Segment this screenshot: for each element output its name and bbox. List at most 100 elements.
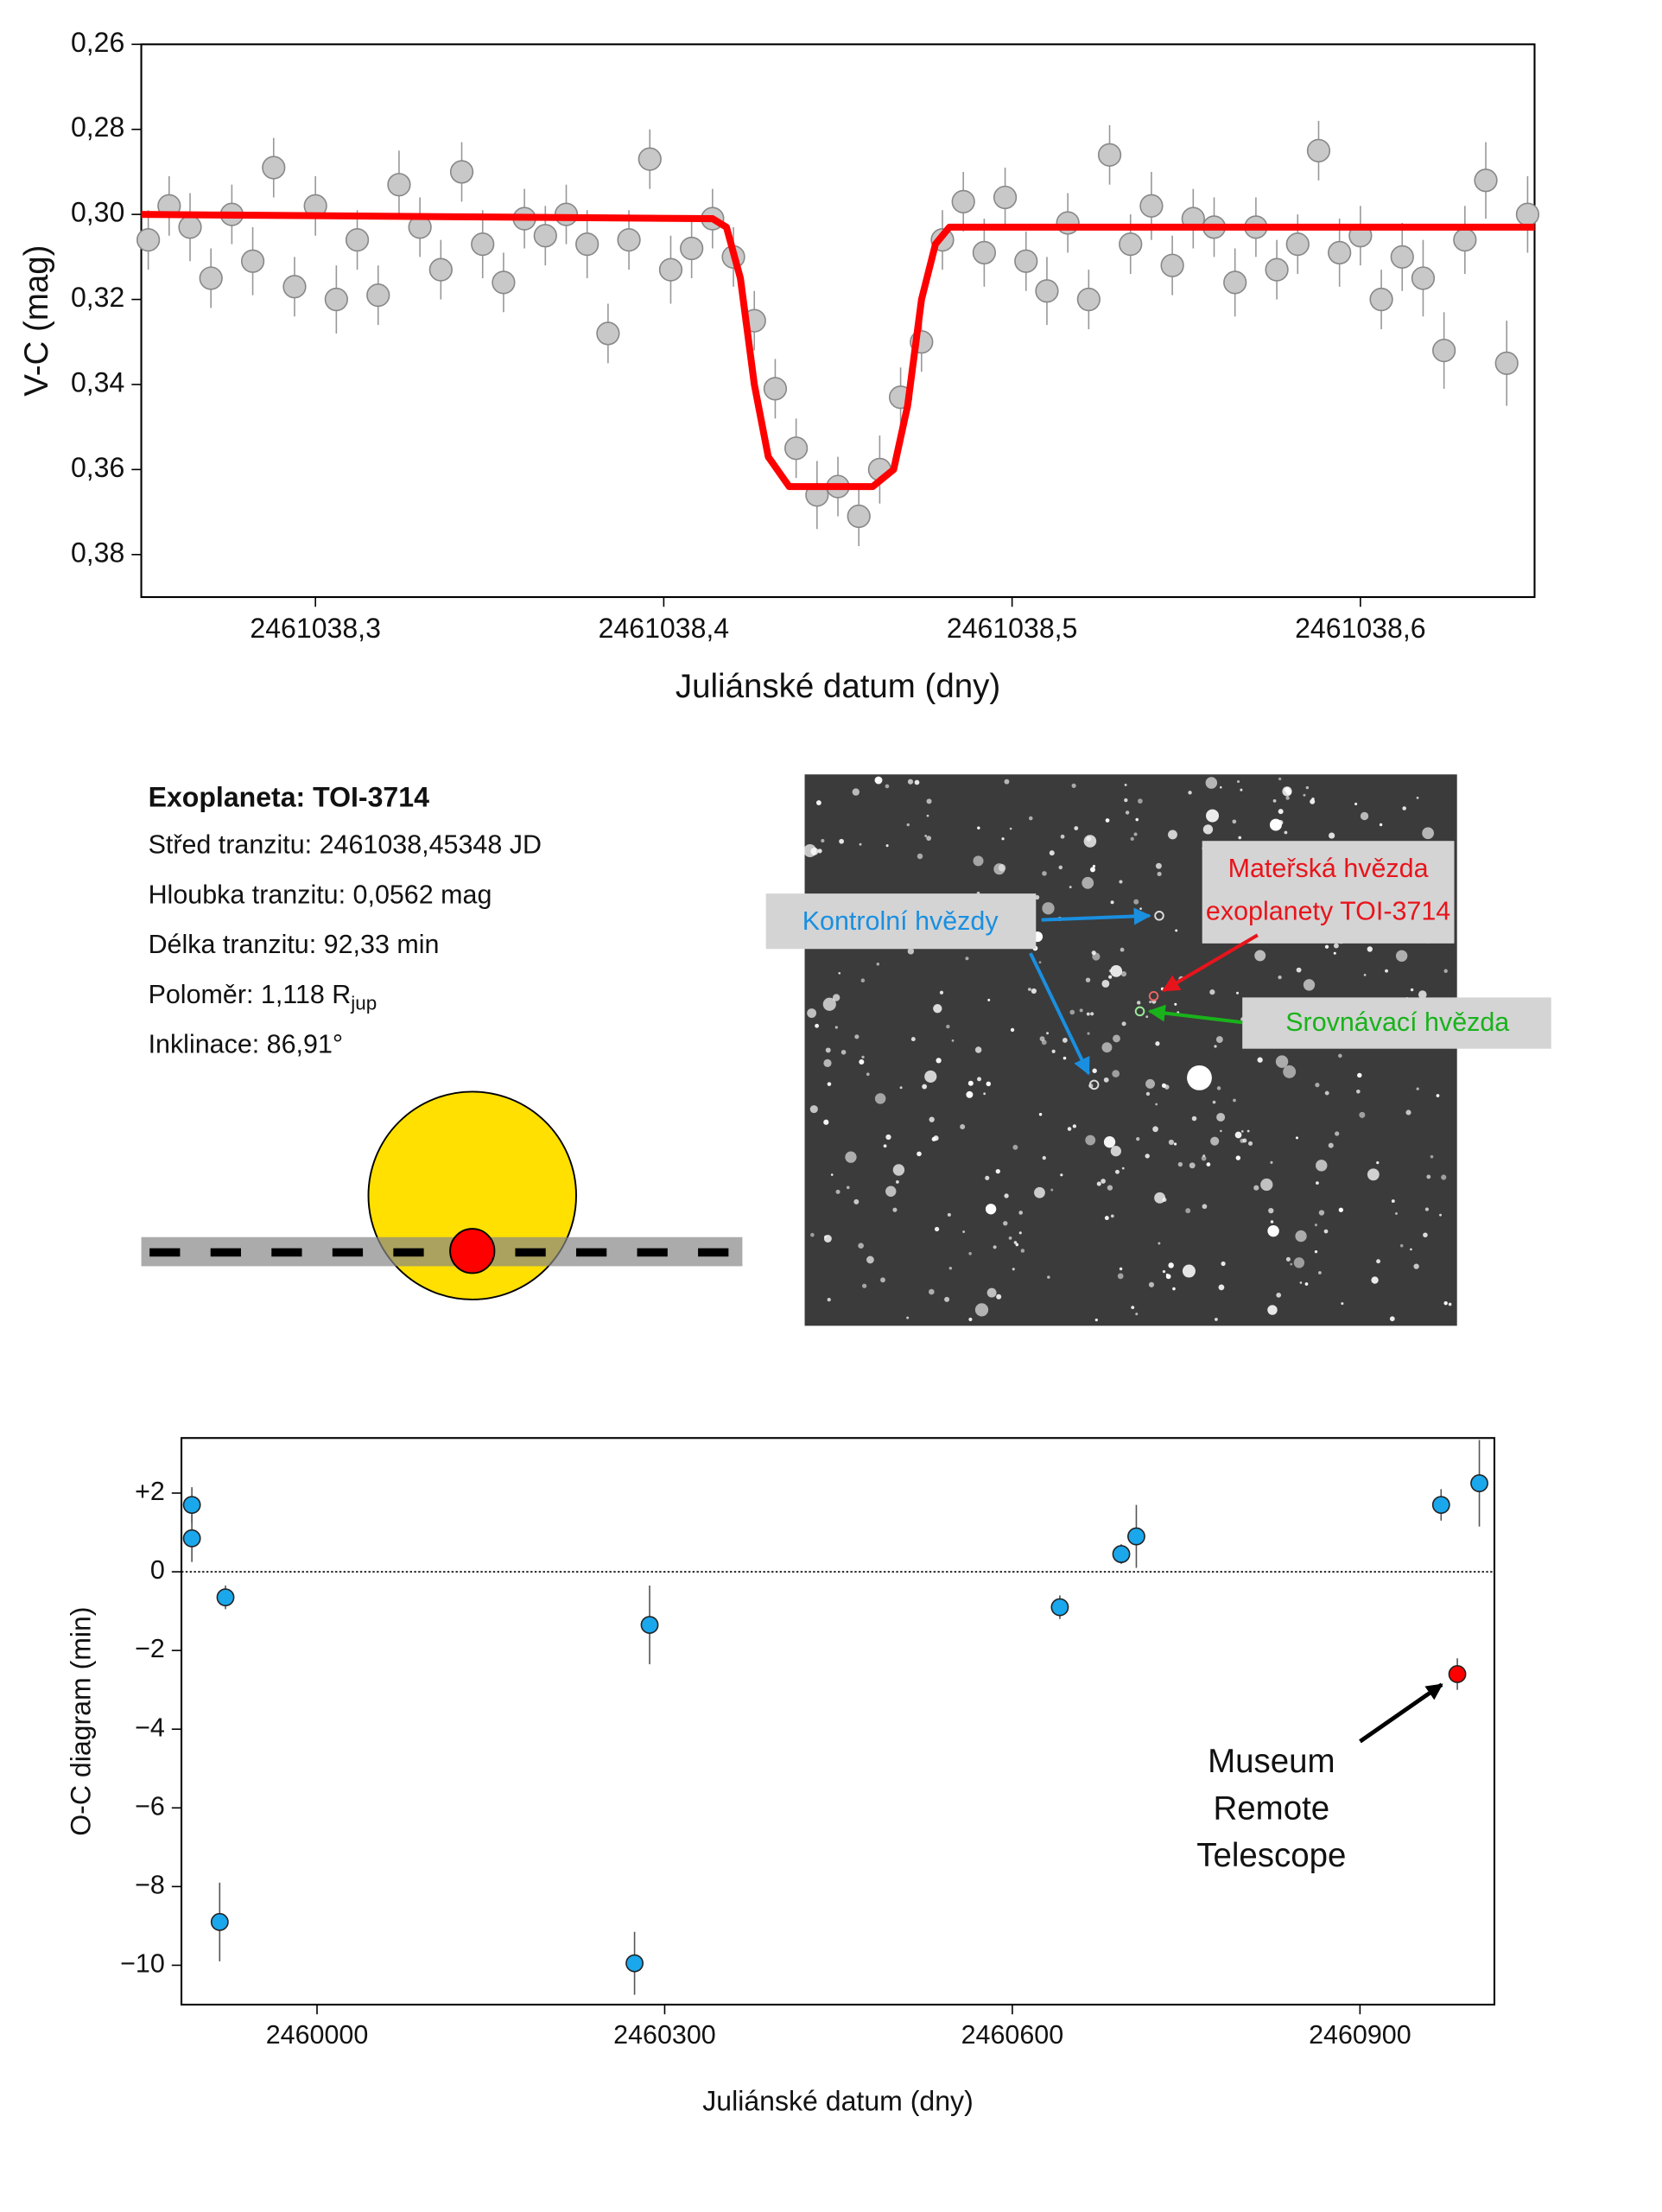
star bbox=[1278, 819, 1284, 825]
star bbox=[922, 1084, 928, 1090]
star bbox=[1216, 1086, 1221, 1090]
star bbox=[1329, 832, 1335, 839]
star bbox=[1034, 1186, 1045, 1198]
annotation: Remote bbox=[1214, 1790, 1330, 1827]
info-line: Inklinace: 86,91° bbox=[149, 1030, 344, 1059]
data-point bbox=[1127, 1527, 1145, 1546]
star bbox=[1074, 826, 1079, 830]
star bbox=[1015, 1243, 1019, 1247]
star bbox=[895, 1180, 899, 1184]
y-tick-label: 0,26 bbox=[71, 27, 124, 58]
data-point bbox=[993, 185, 1018, 210]
star bbox=[1145, 1154, 1150, 1159]
star bbox=[1215, 1318, 1218, 1321]
star bbox=[1260, 1178, 1273, 1192]
star bbox=[885, 1185, 897, 1197]
star bbox=[1254, 950, 1266, 962]
star bbox=[1085, 1135, 1096, 1146]
data-point bbox=[1050, 1598, 1069, 1617]
star bbox=[1424, 1207, 1429, 1211]
star bbox=[1133, 899, 1139, 905]
data-point bbox=[1160, 253, 1184, 277]
star bbox=[1092, 864, 1096, 868]
data-point bbox=[178, 215, 202, 239]
data-point bbox=[1014, 249, 1038, 273]
star bbox=[1218, 1284, 1225, 1291]
star bbox=[807, 1008, 817, 1018]
star bbox=[1275, 1055, 1289, 1068]
star bbox=[892, 1164, 905, 1176]
star bbox=[823, 1119, 829, 1125]
star bbox=[1145, 1091, 1151, 1096]
data-point bbox=[1139, 194, 1164, 218]
host-label: exoplanety TOI-3714 bbox=[1206, 897, 1450, 926]
data-point bbox=[1328, 240, 1352, 265]
y-tick-label: 0,34 bbox=[71, 366, 124, 397]
star bbox=[1110, 1214, 1114, 1218]
data-point bbox=[1448, 1665, 1467, 1683]
star bbox=[917, 1151, 922, 1157]
star bbox=[1010, 1027, 1015, 1033]
star bbox=[1212, 1100, 1216, 1104]
info-line: Hloubka tranzitu: 0,0562 mag bbox=[149, 880, 492, 909]
radius-sub: jup bbox=[350, 992, 377, 1014]
star bbox=[1168, 1139, 1175, 1146]
star bbox=[815, 1023, 820, 1028]
star bbox=[815, 800, 821, 805]
star bbox=[1112, 1070, 1120, 1077]
star bbox=[885, 844, 889, 848]
data-point bbox=[640, 1616, 659, 1634]
star bbox=[823, 1235, 832, 1243]
star bbox=[1038, 961, 1042, 964]
star bbox=[1086, 836, 1092, 842]
star bbox=[823, 1058, 832, 1067]
star bbox=[875, 778, 879, 781]
star bbox=[1082, 876, 1094, 889]
info-line: Poloměr: 1,118 Rjup bbox=[149, 980, 377, 1014]
star bbox=[1296, 967, 1302, 973]
y-tick-label: −6 bbox=[135, 1791, 165, 1821]
star bbox=[832, 994, 841, 1001]
star bbox=[1121, 1166, 1125, 1170]
star bbox=[803, 844, 817, 858]
star bbox=[1439, 1213, 1442, 1217]
data-point bbox=[1285, 232, 1310, 257]
star bbox=[1416, 1087, 1419, 1090]
data-point bbox=[428, 257, 453, 282]
x-tick-label: 2460000 bbox=[266, 2020, 369, 2050]
y-tick-label: 0,32 bbox=[71, 282, 124, 313]
star bbox=[1114, 1169, 1120, 1174]
data-point bbox=[1474, 168, 1498, 193]
star bbox=[936, 1058, 942, 1064]
data-point bbox=[216, 1588, 235, 1607]
star bbox=[1119, 880, 1123, 884]
star bbox=[1175, 929, 1178, 932]
data-point bbox=[1265, 257, 1289, 282]
star bbox=[1376, 1259, 1381, 1264]
star bbox=[1418, 990, 1427, 999]
data-point bbox=[1056, 211, 1080, 235]
y-tick-label: −8 bbox=[135, 1870, 165, 1899]
star bbox=[986, 1287, 997, 1298]
star bbox=[924, 1070, 937, 1083]
star bbox=[1135, 817, 1139, 822]
star bbox=[1367, 946, 1373, 952]
data-point bbox=[1494, 351, 1519, 376]
star bbox=[880, 1277, 885, 1283]
star bbox=[1087, 1032, 1090, 1035]
star bbox=[1110, 964, 1123, 977]
star bbox=[1101, 1042, 1113, 1053]
star bbox=[1385, 969, 1389, 973]
star bbox=[1165, 1273, 1169, 1276]
star bbox=[1182, 1264, 1196, 1278]
star bbox=[874, 1093, 886, 1104]
star bbox=[1276, 1293, 1282, 1298]
star bbox=[885, 1134, 891, 1141]
star bbox=[1423, 1232, 1428, 1238]
star bbox=[1042, 1155, 1046, 1160]
star bbox=[1371, 1276, 1379, 1284]
star bbox=[1278, 809, 1284, 815]
star bbox=[1020, 1249, 1025, 1253]
star bbox=[1187, 1065, 1212, 1090]
data-point bbox=[1431, 1496, 1450, 1515]
